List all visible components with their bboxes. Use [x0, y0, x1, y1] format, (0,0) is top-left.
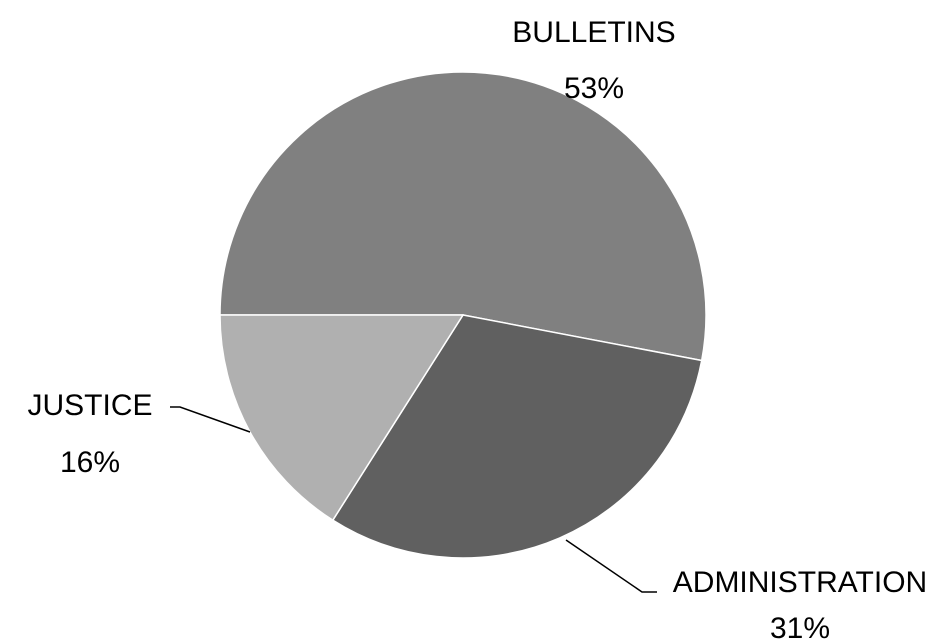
- leader-line: [170, 406, 251, 433]
- leader-line: [565, 539, 657, 593]
- pie-slice: [219, 71, 707, 362]
- slice-value-label: 16%: [60, 446, 120, 479]
- slice-value-label: 53%: [564, 72, 624, 105]
- slice-label: BULLETINS: [512, 16, 675, 49]
- slice-label: ADMINISTRATION: [673, 566, 927, 599]
- slice-label: JUSTICE: [27, 389, 152, 422]
- slice-value-label: 31%: [770, 612, 830, 643]
- pie-slice: [219, 314, 465, 522]
